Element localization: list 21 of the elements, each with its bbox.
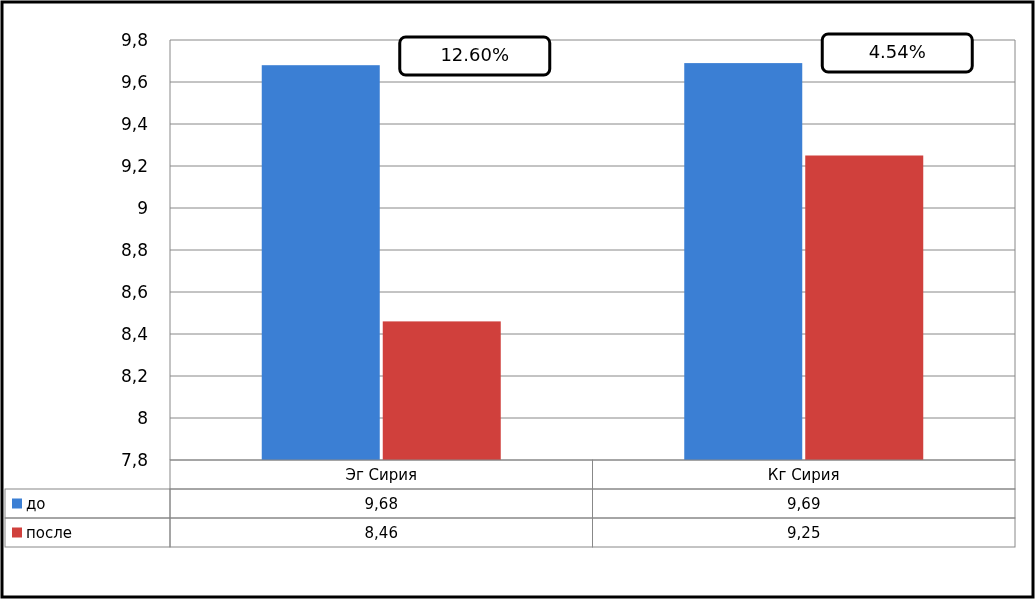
y-tick-label: 9,2 [120, 155, 148, 176]
x-tick-label: Эг Сирия [345, 465, 418, 484]
y-tick-label: 8,2 [120, 365, 148, 386]
y-tick-label: 7,8 [120, 449, 148, 470]
legend-label: до [26, 494, 46, 513]
y-tick-label: 8,8 [120, 239, 148, 260]
x-tick-label: Кг Сирия [767, 465, 840, 484]
legend-label: после [26, 523, 73, 542]
y-tick-label: 9,6 [120, 71, 148, 92]
y-tick-label: 8,6 [120, 281, 148, 302]
y-tick-label: 9,8 [120, 29, 148, 50]
data-label: 9,69 [787, 494, 821, 513]
data-label: 9,25 [787, 523, 821, 542]
y-tick-label: 8,4 [120, 323, 148, 344]
y-tick-label: 8 [137, 407, 148, 428]
data-label: 8,46 [364, 523, 398, 542]
y-tick-label: 9 [137, 197, 148, 218]
y-tick-label: 9,4 [120, 113, 148, 134]
annotation: 4.54% [868, 41, 926, 63]
data-label: 9,68 [364, 494, 398, 513]
annotation: 12.60% [440, 44, 510, 66]
